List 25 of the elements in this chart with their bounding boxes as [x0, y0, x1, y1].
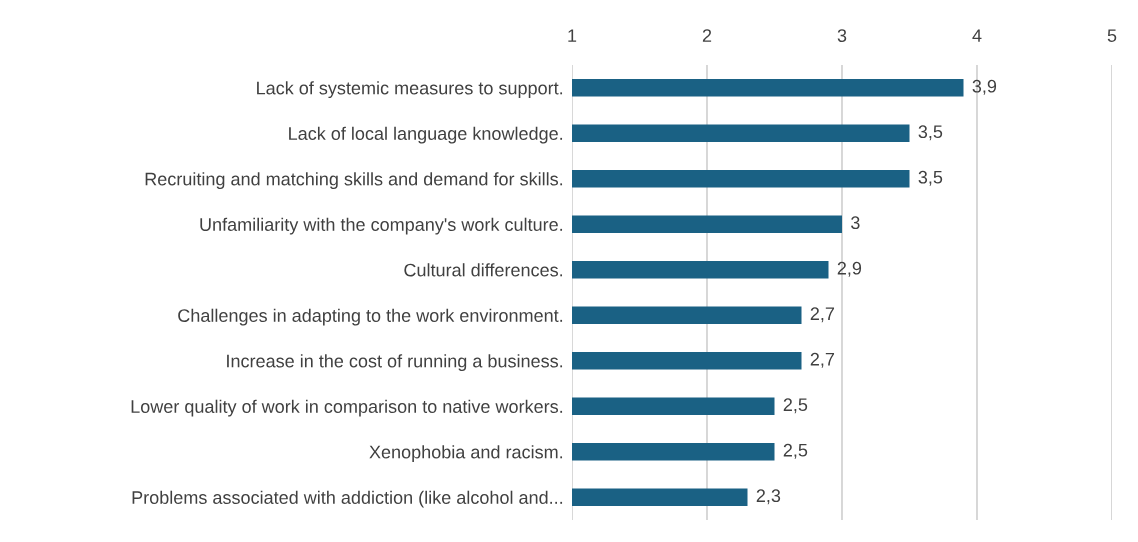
data-label: 3,5	[918, 170, 943, 186]
data-label: 2,5	[783, 398, 808, 414]
x-tick-label: 3	[837, 29, 847, 42]
y-tick-label: Lack of systemic measures to support.	[257, 81, 563, 99]
data-label: 2,7	[810, 352, 835, 368]
y-tick-label: Unfamiliarity with the company's work culture.	[200, 217, 563, 235]
y-tick-label: Recruiting and matching skills and demand for skills.	[145, 172, 563, 190]
y-tick-label: Challenges in adapting to the work environment.	[178, 308, 563, 326]
y-tick-label: Lack of local language knowledge.	[289, 126, 563, 144]
data-label: 2,9	[837, 261, 862, 277]
data-label: 2,3	[756, 489, 781, 505]
data-label: 2,5	[783, 443, 808, 459]
data-label: 3,5	[918, 125, 943, 141]
y-tick-label: Increase in the cost of running a business.	[227, 354, 563, 372]
x-tick-label: 2	[702, 29, 712, 42]
x-tick-label: 4	[972, 29, 982, 42]
y-tick-label: Cultural differences.	[404, 263, 563, 277]
data-label: 3	[851, 216, 860, 230]
data-label: 3,9	[972, 79, 997, 95]
x-tick-label: 1	[568, 29, 577, 42]
x-tick-label: 5	[1107, 29, 1117, 42]
data-label: 2,7	[810, 307, 835, 323]
y-tick-label: Problems associated with addiction (like alcohol and...	[132, 490, 563, 508]
y-tick-label: Lower quality of work in comparison to native workers.	[131, 399, 563, 417]
y-tick-label: Xenophobia and racism.	[369, 445, 563, 463]
